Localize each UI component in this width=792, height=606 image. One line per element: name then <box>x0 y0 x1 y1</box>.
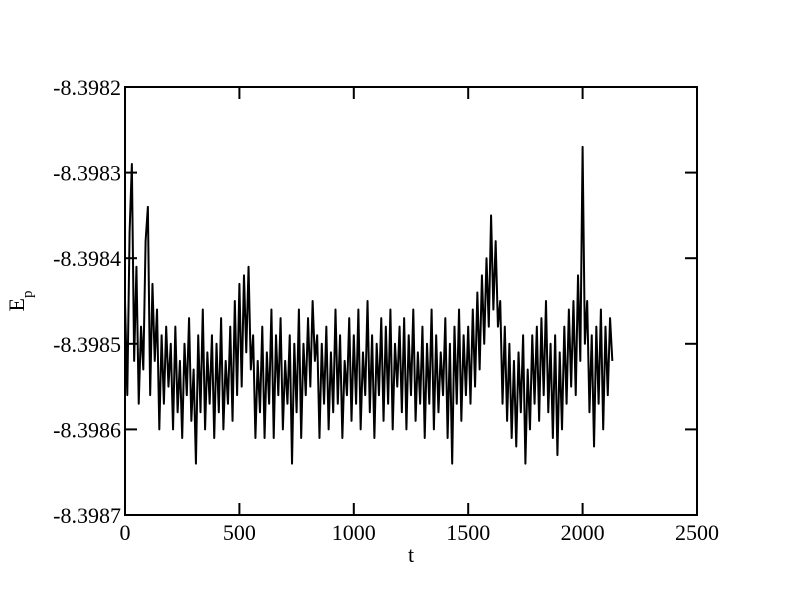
y-tick-label: -8.3987 <box>53 503 121 528</box>
y-tick-label: -8.3984 <box>53 246 121 271</box>
x-tick-label: 0 <box>120 520 131 545</box>
y-tick-label: -8.3985 <box>53 332 121 357</box>
x-tick-label: 1000 <box>332 520 376 545</box>
x-tick-label: 2500 <box>675 520 719 545</box>
y-axis-label-sub: p <box>20 291 36 299</box>
plot-frame <box>124 86 698 516</box>
y-tick-label: -8.3986 <box>53 417 121 442</box>
x-tick-label: 1500 <box>446 520 490 545</box>
x-axis-label: t <box>408 542 414 567</box>
y-axis-label: Ep <box>4 291 36 312</box>
x-tick-label: 2000 <box>561 520 605 545</box>
x-tick-label: 500 <box>223 520 256 545</box>
y-tick-label: -8.3983 <box>53 161 121 186</box>
y-axis-label-main: E <box>4 298 29 311</box>
data-line <box>124 145 614 465</box>
y-tick-label: -8.3982 <box>53 75 121 100</box>
